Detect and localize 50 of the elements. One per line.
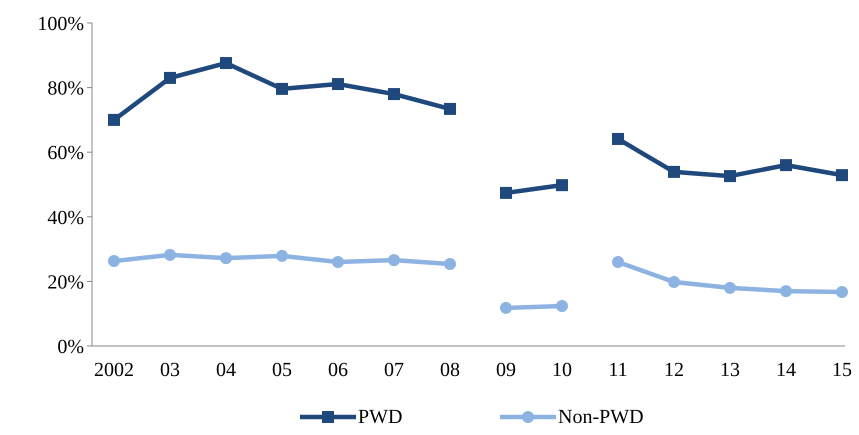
x-tick-label: 03	[160, 359, 180, 381]
point	[388, 88, 400, 100]
x-tick-label: 14	[776, 359, 796, 381]
point	[500, 186, 512, 199]
point	[444, 102, 456, 115]
x-tick-label: 05	[272, 359, 292, 381]
x-tick-label: 09	[496, 359, 516, 381]
x-tick-label: 13	[720, 359, 740, 381]
point	[556, 300, 568, 312]
legend-label: Non-PWD	[558, 406, 644, 428]
y-tick-label: 40%	[47, 206, 84, 229]
y-tick-label: 20%	[47, 271, 84, 294]
x-tick-label: 06	[328, 359, 348, 381]
point	[500, 302, 512, 314]
x-tick-label: 15	[832, 359, 852, 381]
y-tick-label: 80%	[47, 78, 84, 100]
point	[612, 132, 624, 145]
y-tick-label: 100%	[37, 13, 84, 35]
point	[612, 256, 624, 268]
point	[724, 170, 736, 182]
x-tick-label: 04	[216, 359, 236, 381]
x-tick-label: 11	[608, 359, 628, 381]
y-tick-label: 0%	[57, 336, 84, 358]
point	[780, 285, 792, 298]
point	[108, 255, 120, 268]
point	[780, 159, 792, 172]
point	[108, 114, 120, 126]
point	[388, 254, 400, 266]
point	[836, 169, 848, 182]
point	[220, 57, 232, 70]
point	[668, 166, 680, 178]
point	[164, 248, 176, 261]
point	[220, 252, 232, 264]
point	[668, 276, 680, 288]
x-tick-label: 08	[440, 359, 460, 381]
point	[836, 286, 848, 298]
point	[164, 72, 176, 84]
y-tick-label: 60%	[47, 142, 84, 164]
x-tick-label: 12	[664, 359, 684, 381]
point	[332, 78, 344, 90]
x-tick-label: 10	[552, 359, 572, 381]
x-tick-label: 2002	[94, 359, 134, 381]
point	[556, 179, 568, 192]
point	[332, 256, 344, 268]
point	[724, 282, 736, 294]
point	[276, 250, 288, 262]
point	[444, 258, 456, 270]
x-tick-label: 07	[384, 359, 404, 381]
legend-label: PWD	[358, 406, 402, 428]
point	[276, 82, 288, 95]
